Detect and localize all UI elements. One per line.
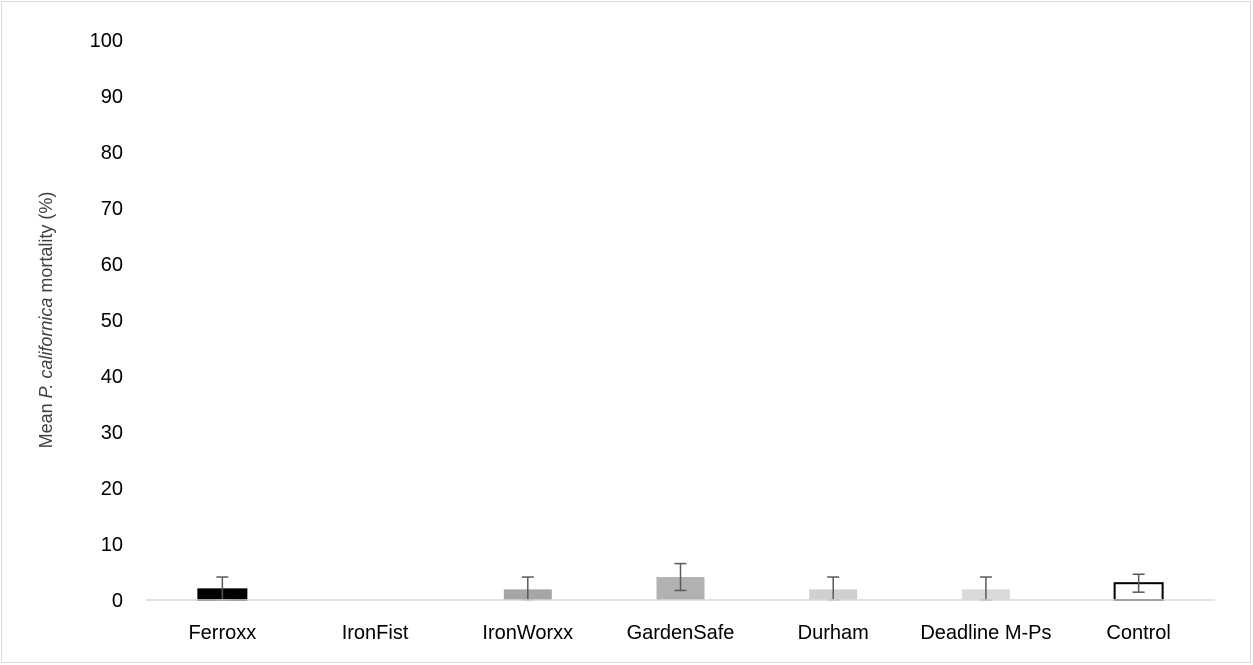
x-tick-label: Ferroxx	[188, 622, 256, 644]
x-tick-label: IronFist	[342, 622, 409, 644]
y-tick-label: 80	[101, 142, 123, 164]
y-tick-label: 50	[101, 310, 123, 332]
y-tick-label: 90	[101, 86, 123, 108]
error-bar	[674, 562, 687, 592]
y-axis-label: Mean P. californica mortality (%)	[36, 192, 56, 449]
y-axis-label-prefix: Mean	[36, 398, 56, 448]
y-tick-label: 20	[101, 478, 123, 500]
x-tick-label: IronWorxx	[482, 622, 573, 644]
y-tick-label: 0	[112, 590, 123, 612]
y-tick-label: 10	[101, 534, 123, 556]
y-tick-label: 60	[101, 254, 123, 276]
y-axis-label-suffix: mortality (%)	[36, 192, 56, 298]
y-tick-label: 100	[90, 30, 123, 52]
y-axis-label-species: P. californica	[36, 298, 56, 399]
x-tick-label: GardenSafe	[627, 622, 735, 644]
y-tick-label: 30	[101, 422, 123, 444]
error-bar	[1132, 573, 1145, 593]
y-tick-label: 70	[101, 198, 123, 220]
x-axis-ticks: Ferroxx IronFist IronWorxx GardenSafe Durham…	[188, 622, 1170, 644]
y-tick-label: 40	[101, 366, 123, 388]
x-tick-label: Durham	[798, 622, 869, 644]
x-tick-label: Deadline M-Ps	[920, 622, 1051, 644]
x-tick-label: Control	[1106, 622, 1170, 644]
y-axis-ticks: 0 10 20 30 40 50 60 70 80 90 100	[90, 30, 123, 612]
